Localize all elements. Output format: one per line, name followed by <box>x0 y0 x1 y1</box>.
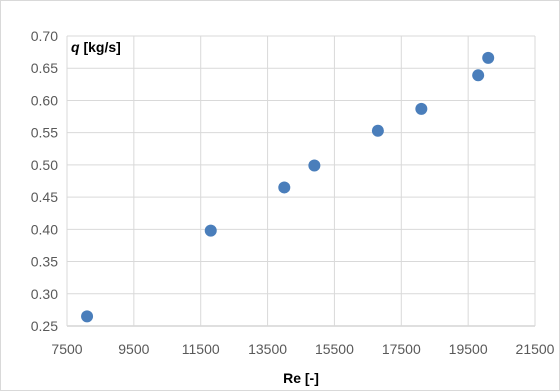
x-tick-label: 9500 <box>118 341 149 357</box>
data-point <box>482 51 495 64</box>
y-tick-label: 0.30 <box>31 286 58 302</box>
data-point <box>308 159 321 172</box>
data-point <box>278 181 291 194</box>
y-tick-label: 0.25 <box>31 318 58 334</box>
y-axis-label-unit: [kg/s] <box>80 39 121 55</box>
y-axis-label: q [kg/s] <box>71 39 121 55</box>
data-point <box>415 102 428 115</box>
y-tick-label: 0.35 <box>31 254 58 270</box>
y-tick-label: 0.40 <box>31 221 58 237</box>
y-tick-label: 0.70 <box>31 28 58 44</box>
x-tick-label: 17500 <box>382 341 421 357</box>
y-tick-label: 0.60 <box>31 92 58 108</box>
x-tick-label: 15500 <box>315 341 354 357</box>
y-axis-ticks: 0.25 0.30 0.35 0.40 0.45 0.50 0.55 0.60 0.65 0.70 <box>31 28 58 334</box>
x-tick-label: 11500 <box>182 341 220 357</box>
data-point <box>81 310 94 323</box>
x-tick-label: 19500 <box>449 341 488 357</box>
data-point <box>472 69 485 82</box>
x-tick-label: 7500 <box>51 341 82 357</box>
y-tick-label: 0.50 <box>31 157 58 173</box>
y-axis-label-variable: q <box>71 39 80 55</box>
data-point <box>204 224 217 237</box>
data-point <box>371 124 384 137</box>
x-tick-label: 13500 <box>248 341 287 357</box>
y-tick-label: 0.55 <box>31 125 58 141</box>
y-tick-label: 0.65 <box>31 60 58 76</box>
x-axis-label: Re [-] <box>283 370 319 386</box>
y-tick-label: 0.45 <box>31 189 58 205</box>
x-tick-label: 21500 <box>516 341 555 357</box>
x-axis-ticks: 7500 9500 11500 13500 15500 17500 19500 21500 <box>51 341 554 357</box>
grid <box>66 35 536 327</box>
data-points <box>81 51 495 323</box>
